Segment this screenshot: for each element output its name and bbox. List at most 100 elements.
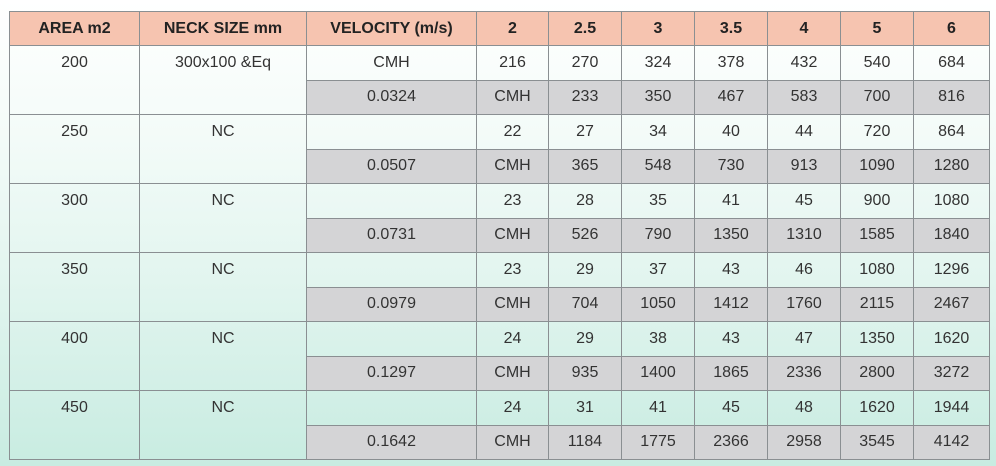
velocity-cell: 0.0324 (306, 79, 477, 115)
value-cell: 720 (840, 114, 914, 150)
value-cell: 1184 (548, 424, 622, 460)
value-cell: 1760 (767, 286, 841, 322)
value-cell: CMH (476, 148, 549, 184)
velocity-cell (306, 390, 477, 426)
value-cell: 38 (621, 321, 695, 357)
value-cell: 41 (621, 390, 695, 426)
value-cell: 23 (476, 183, 549, 219)
velocity-cell: 0.1642 (306, 424, 477, 460)
velocity-cell (306, 114, 477, 150)
table-row: 0.0507 CMH 365 548 730 913 1090 1280 (10, 148, 990, 184)
value-cell: 1310 (767, 217, 841, 253)
value-cell: 1412 (694, 286, 768, 322)
value-cell: 816 (913, 79, 990, 115)
value-cell: 1400 (621, 355, 695, 391)
neck-size-cell: NC (139, 252, 307, 322)
value-cell: 1050 (621, 286, 695, 322)
header-area: AREA m2 (9, 11, 140, 46)
value-cell: 28 (548, 183, 622, 219)
value-cell: 684 (913, 45, 990, 81)
velocity-cell: 0.0731 (306, 217, 477, 253)
value-cell: 913 (767, 148, 841, 184)
neck-size-cell: NC (139, 321, 307, 391)
value-cell: 43 (694, 321, 768, 357)
header-v4: 4 (767, 11, 841, 46)
value-cell: 1090 (840, 148, 914, 184)
table-row: 200 300x100 &Eq CMH 216 270 324 378 432 540 684 (9, 45, 990, 115)
value-cell: 704 (548, 286, 622, 322)
area-cell: 200 (9, 45, 140, 115)
value-cell: 378 (694, 45, 768, 81)
value-cell: 1865 (694, 355, 768, 391)
velocity-table: AREA m2 NECK SIZE mm VELOCITY (m/s) 2 2.… (9, 11, 990, 460)
value-cell: 2467 (913, 286, 990, 322)
value-cell: 432 (767, 45, 841, 81)
value-cell: 526 (548, 217, 622, 253)
value-cell: 44 (767, 114, 841, 150)
value-cell: 233 (548, 79, 622, 115)
value-cell: 1585 (840, 217, 914, 253)
velocity-cell: 0.0979 (306, 286, 477, 322)
value-cell: CMH (476, 217, 549, 253)
value-cell: 1620 (840, 390, 914, 426)
header-row: AREA m2 NECK SIZE mm VELOCITY (m/s) 2 2.… (9, 11, 990, 46)
value-cell: 2958 (767, 424, 841, 460)
value-cell: 350 (621, 79, 695, 115)
value-cell: 1350 (694, 217, 768, 253)
value-cell: CMH (476, 355, 549, 391)
value-cell: 31 (548, 390, 622, 426)
neck-size-cell: 300x100 &Eq (139, 45, 307, 115)
value-cell: 216 (476, 45, 549, 81)
value-cell: CMH (476, 286, 549, 322)
value-cell: 548 (621, 148, 695, 184)
value-cell: 1280 (913, 148, 990, 184)
value-cell: 935 (548, 355, 622, 391)
table-row: 350 NC 23 29 37 43 46 1080 1296 (9, 252, 990, 322)
table-row: 0.0731 CMH 526 790 1350 1310 1585 1840 (10, 217, 990, 253)
value-cell: 1080 (840, 252, 914, 288)
value-cell: 365 (548, 148, 622, 184)
velocity-cell: 0.0507 (306, 148, 477, 184)
value-cell: 45 (767, 183, 841, 219)
value-cell: 2800 (840, 355, 914, 391)
value-cell: 864 (913, 114, 990, 150)
value-cell: 467 (694, 79, 768, 115)
value-cell: 29 (548, 321, 622, 357)
velocity-cell: CMH (306, 45, 477, 81)
value-cell: CMH (476, 424, 549, 460)
velocity-cell (306, 252, 477, 288)
value-cell: 1944 (913, 390, 990, 426)
value-cell: 3545 (840, 424, 914, 460)
value-cell: 583 (767, 79, 841, 115)
value-cell: 46 (767, 252, 841, 288)
value-cell: 41 (694, 183, 768, 219)
velocity-cell: 0.1297 (306, 355, 477, 391)
header-v6: 6 (913, 11, 990, 46)
value-cell: 1840 (913, 217, 990, 253)
value-cell: 24 (476, 390, 549, 426)
header-v2: 2 (476, 11, 549, 46)
table-row: 250 NC 22 27 34 40 44 720 864 (9, 114, 990, 184)
value-cell: 23 (476, 252, 549, 288)
value-cell: 270 (548, 45, 622, 81)
value-cell: 43 (694, 252, 768, 288)
table-row: 0.1642 CMH 1184 1775 2366 2958 3545 4142 (10, 424, 990, 460)
value-cell: 700 (840, 79, 914, 115)
value-cell: 790 (621, 217, 695, 253)
value-cell: 45 (694, 390, 768, 426)
area-cell: 250 (9, 114, 140, 184)
value-cell: 48 (767, 390, 841, 426)
value-cell: 1775 (621, 424, 695, 460)
neck-size-cell: NC (139, 183, 307, 253)
value-cell: 730 (694, 148, 768, 184)
value-cell: 4142 (913, 424, 990, 460)
header-v3-5: 3.5 (694, 11, 768, 46)
value-cell: 1296 (913, 252, 990, 288)
value-cell: 47 (767, 321, 841, 357)
area-cell: 350 (9, 252, 140, 322)
area-cell: 300 (9, 183, 140, 253)
value-cell: CMH (476, 79, 549, 115)
area-cell: 450 (9, 390, 140, 460)
value-cell: 540 (840, 45, 914, 81)
neck-size-cell: NC (139, 114, 307, 184)
